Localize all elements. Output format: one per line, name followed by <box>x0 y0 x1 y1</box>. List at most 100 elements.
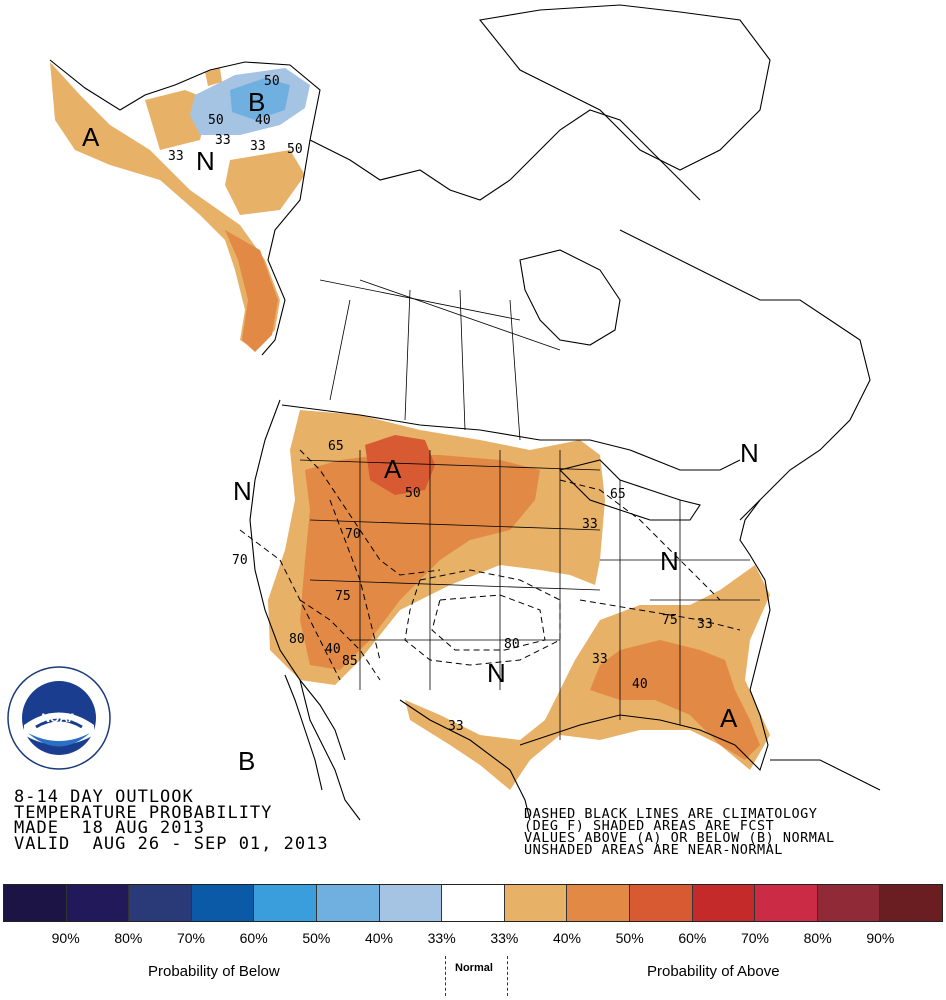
outlook-map: A N B A A N N N N B 40 33 33 50 50 33 50… <box>49 4 881 821</box>
note-line-2: (DEG F) SHADED AREAS ARE FCST <box>524 818 775 834</box>
legend-swatch <box>755 885 818 921</box>
contour-label: 40 <box>325 642 341 657</box>
contour-label: 40 <box>255 113 271 128</box>
legend-swatch <box>442 885 505 921</box>
legend-swatch <box>129 885 192 921</box>
cuba <box>770 759 881 791</box>
florida <box>734 689 769 772</box>
legend-swatch <box>504 885 568 921</box>
contour-label: 75 <box>662 613 678 628</box>
contour-label: 80 <box>504 637 520 652</box>
contour-label: 65 <box>328 439 344 454</box>
below-caption: Probability of Below <box>148 963 280 980</box>
legend-label: 40% <box>364 930 394 946</box>
legend-label: 33% <box>427 930 456 946</box>
legend-swatch <box>817 885 881 921</box>
contour-label: 70 <box>232 553 248 568</box>
climatology-lines <box>239 449 741 681</box>
west-above-letter: A <box>384 454 402 484</box>
contour-label: 40 <box>632 677 648 692</box>
contour-label: 70 <box>345 527 361 542</box>
legend-swatch <box>191 885 255 921</box>
legend-color-bar <box>3 884 943 922</box>
westcoast-normal-letter: N <box>233 476 252 506</box>
title-block: 8-14 DAY OUTLOOK TEMPERATURE PROBABILITY M… <box>14 787 329 854</box>
contour-label: 33 <box>168 149 184 164</box>
hudson-bay <box>519 249 621 346</box>
state-lines <box>299 279 760 740</box>
legend-swatch <box>379 885 443 921</box>
montana-above-50 <box>365 435 435 495</box>
legend-label: 70% <box>176 930 206 946</box>
contour-label: 50 <box>208 113 224 128</box>
alaska-above-area <box>50 62 280 350</box>
alaska-small-above <box>205 68 222 86</box>
east-normal-letter: N <box>660 546 679 576</box>
alaska-normal-letter: N <box>196 146 215 176</box>
canada-arctic-coast <box>309 109 701 201</box>
legend-label: 60% <box>678 930 707 946</box>
legend-label: 50% <box>302 930 331 946</box>
southcentral-normal-letter: N <box>487 658 506 688</box>
legend-label: 90% <box>866 930 895 946</box>
us-west-coast <box>249 399 346 761</box>
contour-label: 50 <box>264 74 280 89</box>
us-canada-border <box>281 404 741 471</box>
legend-swatch <box>692 885 756 921</box>
legend-swatch <box>567 885 630 921</box>
legend-divider-right <box>507 956 508 996</box>
legend-label: 33% <box>490 930 519 946</box>
contour-label: 75 <box>335 589 351 604</box>
noaa-logo-text: NOAA <box>41 711 77 725</box>
gulf-coast <box>399 699 531 821</box>
contour-label: 85 <box>342 654 358 669</box>
legend-swatch <box>66 885 130 921</box>
legend-label: 80% <box>114 930 143 946</box>
alaska-interior-above <box>225 150 305 215</box>
boundaries <box>49 4 881 821</box>
northeast-normal-letter: N <box>740 438 759 468</box>
note-line-4: UNSHADED AREAS ARE NEAR-NORMAL <box>524 842 783 858</box>
contour-label: 33 <box>592 652 608 667</box>
legend-swatch <box>4 885 67 921</box>
baja <box>284 674 323 791</box>
contour-label: 33 <box>250 139 266 154</box>
contour-label: 50 <box>287 142 303 157</box>
contour-label: 33 <box>697 617 713 632</box>
great-lakes <box>558 459 701 521</box>
alaska-outline <box>49 59 321 356</box>
legend-label: 60% <box>239 930 268 946</box>
normal-caption: Normal <box>455 962 493 974</box>
alaska-above-letter: A <box>82 122 100 152</box>
us-east-coast <box>739 499 771 691</box>
southeast-above-40 <box>590 640 760 760</box>
southeast-above-33 <box>405 565 770 790</box>
legend-label: 90% <box>51 930 80 946</box>
legend-swatch <box>316 885 380 921</box>
contour-label: 33 <box>215 133 231 148</box>
alaska-below-letter: B <box>248 87 265 117</box>
contour-label: 65 <box>610 487 626 502</box>
contour-label: 80 <box>289 632 305 647</box>
mexico-pacific <box>299 679 361 821</box>
legend-swatch <box>880 885 942 921</box>
contour-label: 50 <box>405 486 421 501</box>
alaska-below-40 <box>230 78 290 120</box>
mexico-below-letter: B <box>238 746 255 776</box>
greenland <box>478 4 771 171</box>
noaa-logo: NOAA <box>7 666 111 770</box>
florida-above-letter: A <box>720 703 738 733</box>
legend-label: 70% <box>740 930 770 946</box>
contour-label: 33 <box>448 719 464 734</box>
legend-swatch <box>629 885 693 921</box>
canada-east-coast <box>619 229 871 521</box>
title-line-1: 8-14 DAY OUTLOOK <box>14 787 194 807</box>
note-line-1: DASHED BLACK LINES ARE CLIMATOLOGY <box>524 806 818 822</box>
note-line-3: VALUES ABOVE (A) OR BELOW (B) NORMAL <box>524 830 835 846</box>
above-caption: Probability of Above <box>647 963 780 980</box>
legend-label: 50% <box>615 930 644 946</box>
legend-labels: 90% 80% 70% 60% 50% 40% 33% 33% 40% 50% 60% 70% 80% 9… <box>0 930 946 950</box>
title-line-2: TEMPERATURE PROBABILITY <box>14 802 273 823</box>
title-line-4: VALID AUG 26 - SEP 01, 2013 <box>14 833 329 854</box>
legend-label: 40% <box>552 930 582 946</box>
